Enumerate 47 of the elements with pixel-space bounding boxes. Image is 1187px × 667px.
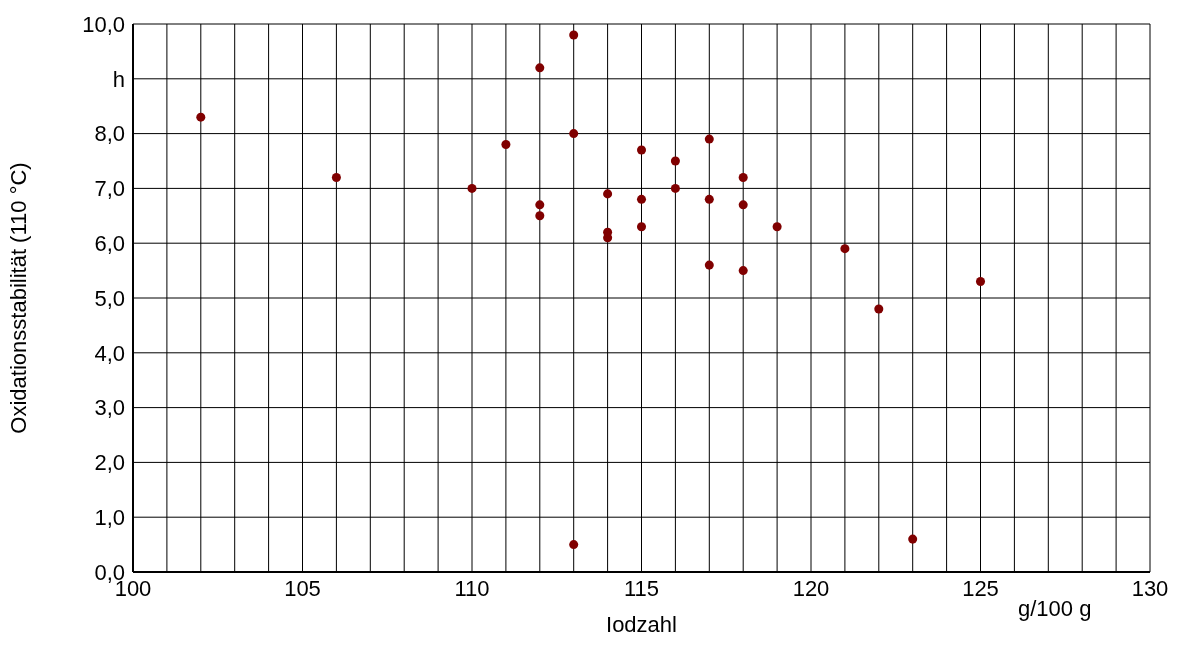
point	[738, 172, 748, 182]
y-tick-label: 2,0	[94, 450, 125, 476]
y-tick-label: 8,0	[94, 121, 125, 147]
x-axis-title: Iodzahl	[606, 612, 677, 637]
x-tick-label: 105	[284, 575, 321, 601]
x-tick-label: 130	[1131, 575, 1169, 601]
point	[874, 304, 884, 314]
point	[840, 244, 850, 254]
point	[908, 534, 918, 544]
point	[501, 140, 511, 150]
point	[975, 277, 986, 287]
point	[569, 540, 579, 550]
point	[704, 194, 714, 204]
point	[535, 211, 545, 221]
x-tick-label: 125	[962, 575, 999, 601]
point	[704, 260, 714, 270]
point	[331, 172, 341, 182]
y-tick-label: 3,0	[94, 395, 125, 421]
point	[535, 63, 545, 73]
text: g/100 g	[1018, 596, 1092, 622]
point	[569, 129, 579, 139]
y-tick-label: 6,0	[94, 231, 125, 257]
point	[196, 112, 206, 122]
y-tick-label: h	[112, 66, 125, 92]
point	[636, 145, 647, 155]
point	[636, 222, 647, 232]
point	[535, 200, 545, 210]
point	[670, 183, 680, 193]
y-tick-label: 7,0	[94, 176, 125, 202]
x-tick-label: 120	[792, 575, 830, 601]
y-tick-label: 4,0	[94, 340, 125, 366]
point	[603, 233, 613, 243]
point	[772, 222, 782, 232]
x-tick-label: 115	[623, 575, 660, 601]
point	[636, 194, 647, 204]
y-tick-label: 5,0	[94, 285, 125, 311]
point	[738, 266, 748, 276]
point	[467, 183, 477, 193]
point	[670, 156, 680, 166]
y-axis-title: Oxidationsstabilität (110 °C)	[5, 162, 31, 434]
point	[704, 134, 714, 144]
point	[738, 200, 748, 210]
y-tick-label: 1,0	[94, 505, 125, 531]
y-tick-label: 10,0	[82, 11, 125, 37]
x-tick-label: 110	[454, 575, 490, 601]
point	[603, 189, 613, 199]
point	[569, 30, 579, 40]
